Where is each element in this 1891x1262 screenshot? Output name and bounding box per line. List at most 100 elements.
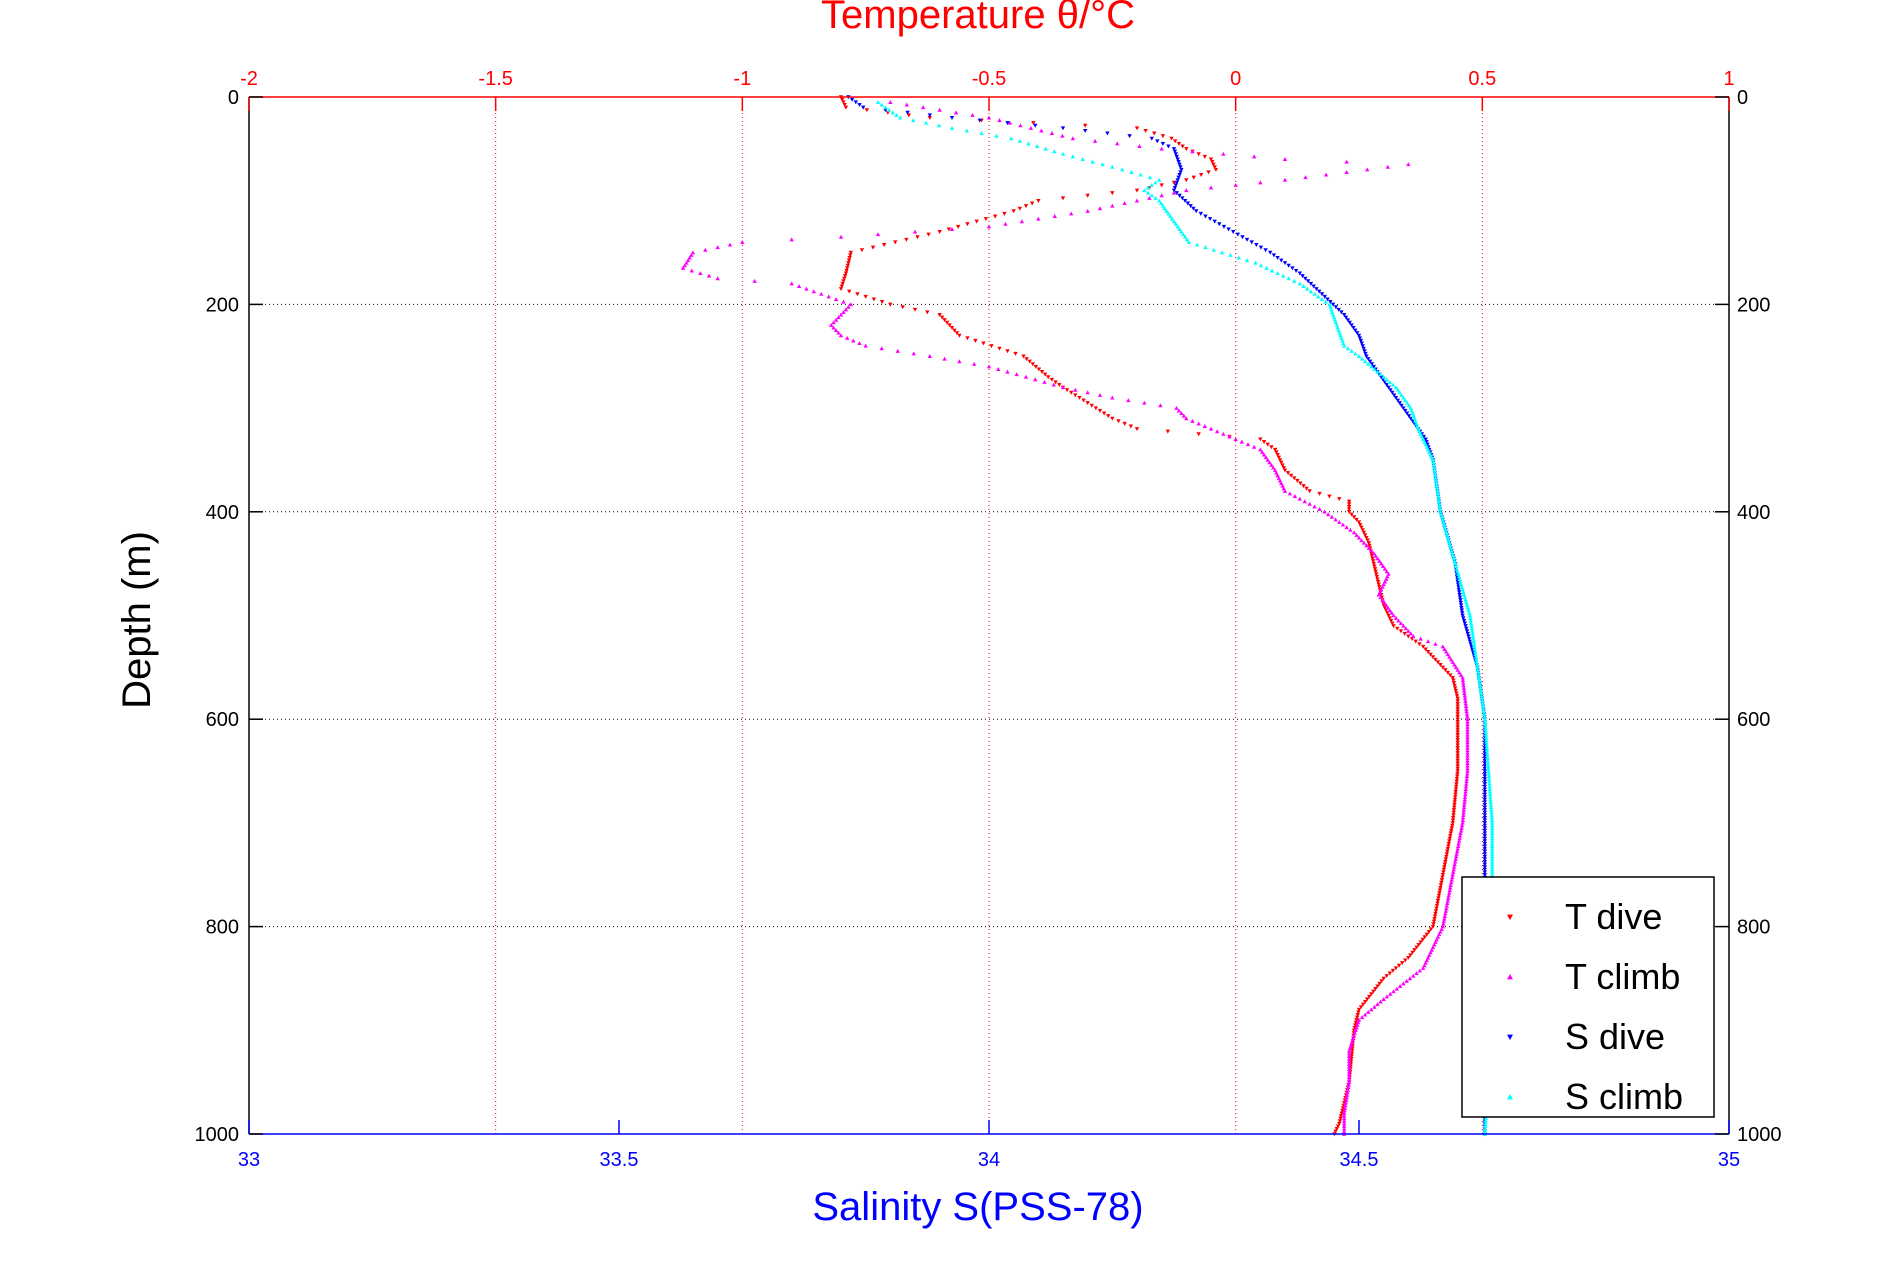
- data-point: [1258, 263, 1264, 268]
- data-point: [1021, 354, 1026, 359]
- data-point: [1347, 1046, 1353, 1051]
- data-point: [1290, 266, 1295, 271]
- data-point: [1487, 789, 1493, 794]
- data-point: [1017, 206, 1023, 211]
- data-point: [973, 338, 978, 343]
- data-point: [1356, 1007, 1362, 1012]
- data-point: [937, 313, 942, 317]
- data-point: [1307, 489, 1312, 494]
- data-point: [1474, 659, 1479, 664]
- data-point: [1453, 856, 1458, 861]
- data-point: [1265, 442, 1270, 447]
- data-point: [1464, 626, 1469, 631]
- data-point: [1349, 323, 1354, 328]
- data-point: [1254, 243, 1259, 247]
- data-point: [1231, 230, 1236, 235]
- data-point: [1406, 414, 1412, 419]
- data-point: [1463, 786, 1469, 791]
- data-point: [1463, 789, 1468, 794]
- data-point: [1455, 701, 1460, 706]
- data-point: [1164, 208, 1169, 213]
- data-point: [1177, 173, 1182, 177]
- data-point: [1005, 349, 1010, 354]
- data-point: [1110, 164, 1115, 169]
- data-point: [1342, 313, 1347, 317]
- data-point: [1258, 245, 1264, 250]
- data-point: [1333, 1129, 1338, 1134]
- data-point: [1138, 172, 1143, 177]
- data-point: [1178, 165, 1183, 170]
- data-point: [1399, 392, 1404, 397]
- data-point: [1434, 486, 1440, 491]
- data-point: [1361, 540, 1367, 545]
- data-point: [927, 113, 932, 118]
- data-point: [1455, 582, 1461, 587]
- top-tick-label: 1: [1723, 68, 1734, 90]
- data-point: [1212, 219, 1217, 224]
- data-point: [1160, 203, 1166, 208]
- data-point: [1345, 346, 1351, 351]
- data-point: [1305, 286, 1310, 291]
- data-point: [1490, 851, 1495, 856]
- data-point: [1009, 136, 1014, 141]
- data-point: [1342, 1129, 1347, 1134]
- data-point: [1175, 224, 1180, 229]
- data-point: [949, 115, 955, 120]
- data-point: [1361, 346, 1366, 351]
- data-point: [1453, 787, 1459, 792]
- data-point: [1482, 813, 1487, 818]
- data-point: [1485, 750, 1490, 755]
- legend-marker: [1507, 914, 1513, 920]
- data-point: [1142, 400, 1147, 405]
- data-point: [1159, 193, 1164, 198]
- data-point: [1461, 616, 1466, 621]
- data-point: [1359, 538, 1364, 543]
- data-point: [1456, 838, 1462, 843]
- data-point: [1480, 704, 1486, 708]
- data-point: [1465, 735, 1470, 740]
- data-point: [1322, 294, 1327, 299]
- data-point: [1439, 514, 1445, 519]
- data-point: [1081, 398, 1086, 403]
- data-point: [1275, 255, 1280, 260]
- data-point: [1397, 390, 1402, 395]
- data-point: [1122, 421, 1127, 426]
- data-point: [1397, 984, 1403, 988]
- data-point: [1336, 307, 1341, 312]
- data-point: [1482, 847, 1487, 852]
- data-point: [1474, 662, 1480, 667]
- data-point: [1465, 722, 1470, 727]
- data-point: [947, 323, 952, 328]
- data-point: [1359, 1015, 1365, 1020]
- data-point: [1198, 173, 1204, 177]
- data-point: [1439, 880, 1444, 885]
- data-point: [1287, 491, 1293, 496]
- legend-marker: [1507, 1094, 1513, 1100]
- data-point: [1454, 777, 1460, 782]
- right-tick-label: 200: [1737, 294, 1770, 316]
- data-point: [949, 325, 955, 330]
- data-point: [1460, 587, 1465, 592]
- data-point: [1490, 864, 1495, 869]
- data-point: [1323, 299, 1328, 304]
- data-point: [1173, 139, 1178, 144]
- data-point: [1346, 504, 1352, 509]
- data-point: [1465, 761, 1470, 766]
- data-point: [1470, 647, 1475, 652]
- legend-label: S dive: [1565, 1016, 1665, 1057]
- data-point: [1245, 442, 1251, 447]
- data-point: [1455, 748, 1460, 753]
- top-tick-label: 0.5: [1468, 68, 1496, 90]
- data-point: [1465, 748, 1470, 753]
- data-point: [1481, 711, 1487, 716]
- data-point: [1198, 211, 1204, 216]
- data-point: [1483, 735, 1489, 740]
- data-point: [977, 118, 982, 123]
- data-point: [1425, 650, 1431, 654]
- data-point: [1060, 151, 1066, 156]
- data-point: [1329, 514, 1335, 519]
- data-point: [1369, 551, 1374, 556]
- data-point: [1174, 154, 1179, 159]
- data-point: [1482, 797, 1487, 802]
- data-point: [1448, 885, 1453, 890]
